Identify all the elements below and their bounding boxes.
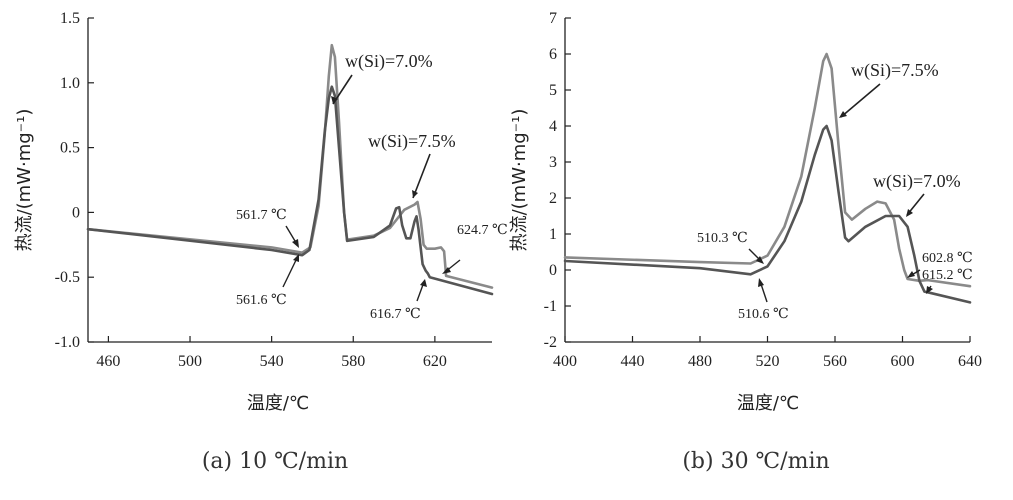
panel-a: -1.0 -0.5 0 0.5 1.0 1.5 460 500 540 580 620 w(Si)=… (14, 10, 508, 474)
panel-a-ylabel: 热流/(mW·mg⁻¹) (14, 109, 35, 252)
panel-b-y-tick-label: 5 (549, 82, 557, 99)
panel-b-y-tick-label: 7 (549, 10, 557, 27)
panel-a-caption: (a) 10 ℃/min (202, 449, 348, 474)
panel-a-arrow-561-6 (282, 255, 299, 288)
panel-b-x-tick-label: 400 (553, 353, 577, 370)
panel-b-caption: (b) 30 ℃/min (682, 449, 829, 474)
panel-a-y-tick-label: 0 (72, 204, 80, 221)
panel-b-x-tick-label: 600 (891, 353, 915, 370)
panel-b-arrowhead-7-0 (906, 209, 913, 217)
panel-a-x-tick-label: 580 (341, 353, 365, 370)
panel-b: -2 -1 0 1 2 3 4 5 6 7 400 440 480 520 560 600 640 w(Si)=… (509, 10, 982, 474)
panel-a-x-tick-label: 620 (423, 353, 447, 370)
panel-b-series-label-7-0: w(Si)=7.0% (873, 171, 961, 192)
panel-b-y-tick-label: 6 (549, 46, 557, 63)
panel-a-x-tick-label: 500 (178, 353, 202, 370)
panel-b-y-tick-label: 4 (549, 118, 557, 135)
panel-b-x-tick-label: 440 (621, 353, 645, 370)
panel-a-y-tick-label: -1.0 (55, 334, 80, 351)
panel-b-label-602-8: 602.8 ℃ (922, 251, 973, 266)
panel-a-series-line-0 (86, 43, 494, 289)
panel-a-y-tick-label: -0.5 (55, 269, 80, 286)
panel-a-y-tick-label: 0.5 (60, 140, 80, 157)
panel-a-arrowhead-561-6 (293, 254, 299, 262)
panel-b-arrow-7-5 (840, 83, 881, 118)
panel-a-arrowhead-7-0 (331, 96, 338, 104)
panel-b-y-tick-label: 2 (549, 190, 557, 207)
panel-b-x-tick-label: 520 (756, 353, 780, 370)
panel-b-y-tick-label: 3 (549, 154, 557, 171)
panel-b-ylabel: 热流/(mW·mg⁻¹) (509, 109, 530, 252)
panel-b-arrowhead-510-6 (758, 278, 764, 287)
panel-b-series-label-7-5: w(Si)=7.5% (851, 60, 939, 81)
panel-b-y-tick-label: 1 (549, 226, 557, 243)
panel-a-plot-area: -1.0 -0.5 0 0.5 1.0 1.5 460 500 540 580 620 (55, 10, 494, 370)
panel-a-label-561-7: 561.7 ℃ (236, 208, 287, 223)
panel-a-label-624-7: 624.7 ℃ (457, 223, 508, 238)
panel-a-arrowhead-624-7 (442, 267, 451, 274)
panel-a-y-tick-label: 1.5 (60, 10, 80, 27)
panel-a-xlabel: 温度/℃ (247, 393, 309, 414)
panel-b-series-line-0 (563, 52, 972, 288)
panel-b-xlabel: 温度/℃ (737, 393, 799, 414)
panel-b-y-tick-label: 0 (549, 262, 557, 279)
panel-b-label-615-2: 615.2 ℃ (922, 268, 973, 283)
panel-a-arrow-7-5 (412, 153, 431, 199)
panel-a-series-line-1 (86, 85, 494, 296)
panel-a-x-tick-label: 540 (260, 353, 284, 370)
panel-b-label-510-3: 510.3 ℃ (697, 231, 748, 246)
panel-b-label-510-6: 510.6 ℃ (738, 307, 789, 322)
panel-a-series-label-7-5: w(Si)=7.5% (368, 131, 456, 152)
panel-a-x-tick-label: 460 (96, 353, 120, 370)
panel-b-arrowhead-510-3 (756, 256, 764, 264)
panel-b-y-tick-label: -1 (544, 298, 557, 315)
panel-a-y-tick-label: 1.0 (60, 75, 80, 92)
panel-a-label-616-7: 616.7 ℃ (370, 307, 421, 322)
panel-b-arrowhead-7-5 (839, 111, 847, 118)
panel-a-series-label-7-0: w(Si)=7.0% (345, 51, 433, 72)
panel-b-x-tick-label: 640 (958, 353, 982, 370)
panel-a-arrowhead-561-7 (292, 239, 299, 248)
panel-a-arrowhead-616-7 (420, 279, 427, 287)
panel-b-plot-area: -2 -1 0 1 2 3 4 5 6 7 400 440 480 520 560 600 640 (544, 10, 982, 370)
panel-b-x-tick-label: 560 (823, 353, 847, 370)
panel-b-arrowhead-615-2 (926, 286, 933, 294)
panel-a-label-561-6: 561.6 ℃ (236, 293, 287, 308)
panel-b-x-tick-label: 480 (688, 353, 712, 370)
panel-b-series-line-1 (563, 124, 972, 304)
panel-a-arrowhead-7-5 (412, 190, 418, 198)
panel-b-arrowhead-602-8 (907, 271, 915, 278)
panel-b-y-tick-label: -2 (544, 334, 557, 351)
